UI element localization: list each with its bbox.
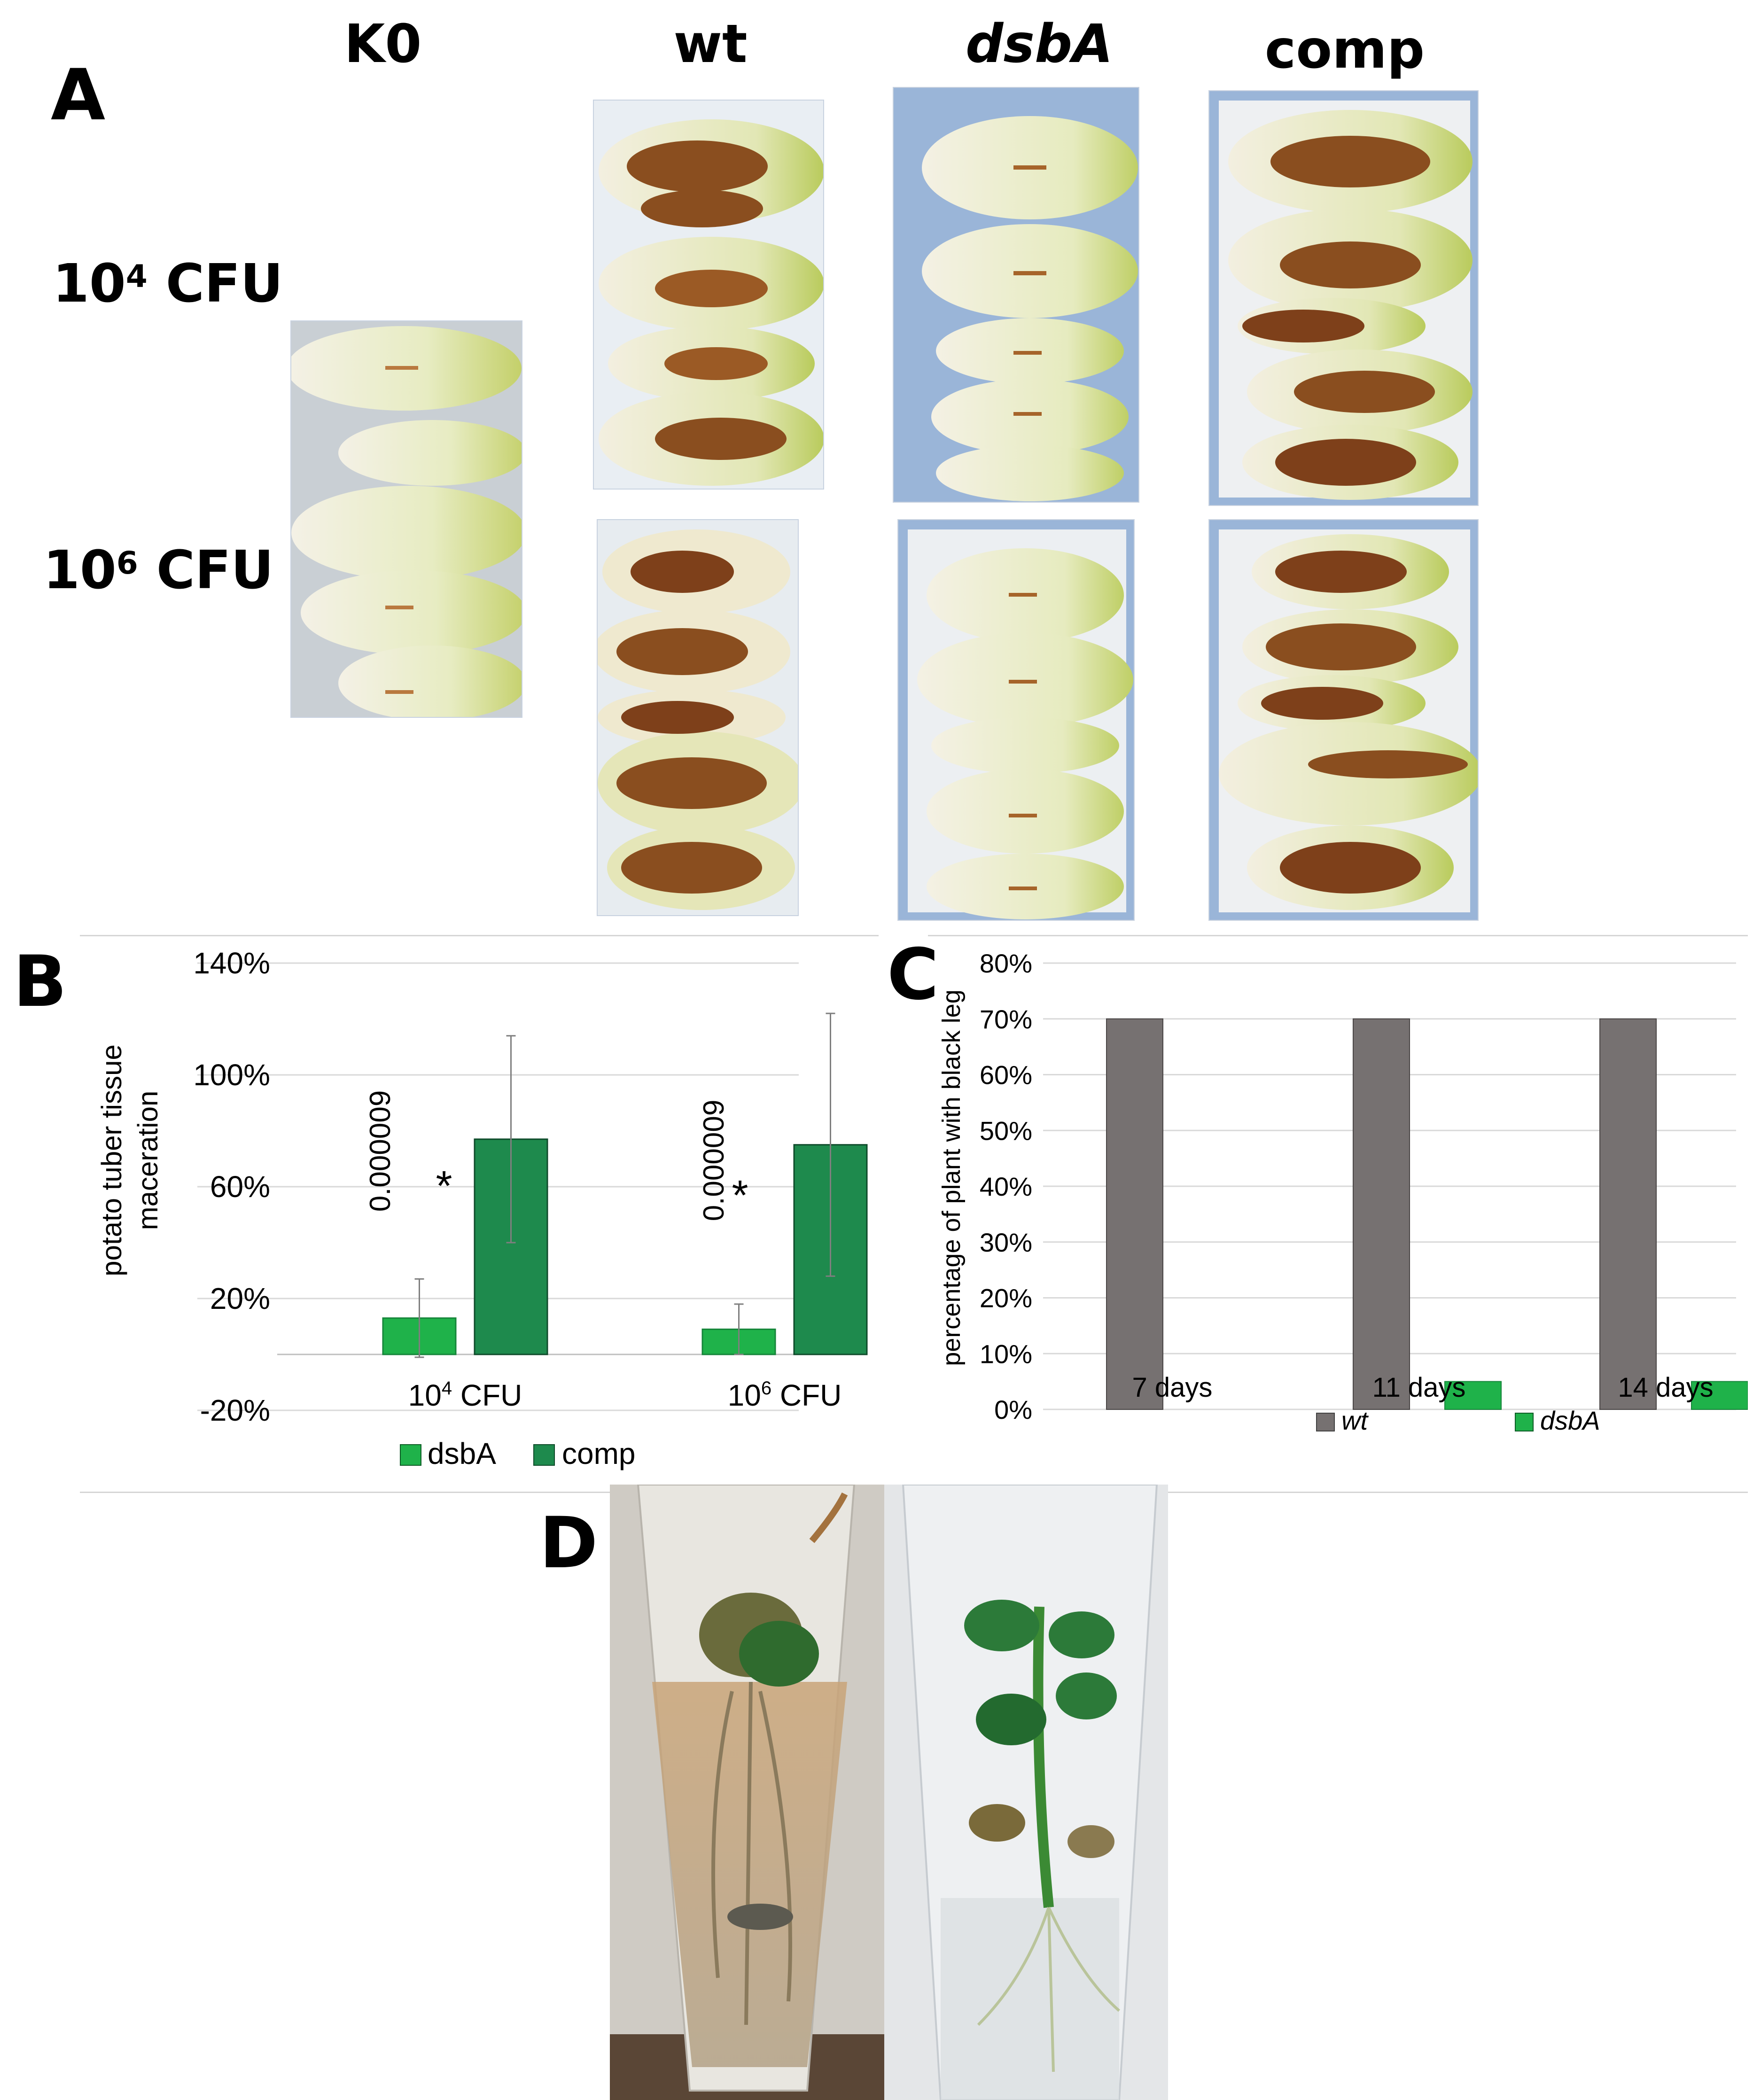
chart-c-ylabel: percentage of plant with black leg — [937, 989, 966, 1366]
chart-c-ytick: 20% — [980, 1283, 1032, 1313]
photo-healthy-plant-tube — [884, 1485, 1168, 2100]
leaves-illustration — [594, 101, 823, 489]
photo-wt-1e4 — [593, 100, 824, 490]
chart-b-ytick: 140% — [193, 946, 270, 980]
chart-c-ytick: 30% — [980, 1228, 1032, 1257]
leaves-illustration — [898, 520, 1134, 920]
chart-c-legend: wt dsbA — [1316, 1406, 1600, 1435]
leaves-illustration — [291, 321, 522, 717]
chart-c-bar-dsbA — [1444, 1381, 1502, 1410]
column-header-dsba: dsbA — [966, 14, 1113, 75]
chart-b-ylabel-line1: potato tuber tissue — [96, 1044, 127, 1276]
healthy-plant-illustration — [884, 1485, 1168, 2100]
chart-b-ytick: 100% — [193, 1058, 270, 1092]
chart-b-xtick-1e6: 106 CFU — [728, 1378, 842, 1412]
legend-label-comp: comp — [562, 1437, 636, 1470]
row-header-1e4-cfu: 104 CFU — [53, 253, 283, 314]
column-header-k0: K0 — [344, 14, 422, 75]
chart-b-pvalue: 0.000009 — [364, 1090, 397, 1212]
leaves-illustration — [598, 520, 798, 915]
chart-b-ylabel-line2: maceration — [132, 1091, 164, 1230]
panel-c-label: C — [887, 934, 939, 1016]
leaves-illustration — [1209, 520, 1478, 920]
photo-dsba-1e4 — [893, 87, 1139, 503]
legend-label-wt: wt — [1341, 1406, 1369, 1435]
chart-b-pvalue: 0.000009 — [698, 1100, 730, 1221]
chart-b-legend: dsbA comp — [400, 1437, 636, 1470]
chart-c-ytick: 50% — [980, 1116, 1032, 1145]
photo-k0-leaves — [290, 320, 522, 718]
legend-label-dsba-c: dsbA — [1540, 1406, 1600, 1435]
photo-comp-1e6 — [1208, 519, 1479, 921]
chart-c-xtick: 14 days — [1618, 1372, 1713, 1403]
chart-c-bar-wt — [1599, 1018, 1657, 1410]
chart-c-ytick: 40% — [980, 1172, 1032, 1201]
chart-b-significance-marker: * — [732, 1172, 748, 1219]
chart-c-ytick: 70% — [980, 1004, 1032, 1034]
legend-swatch-wt — [1316, 1413, 1335, 1431]
legend-swatch-dsba — [400, 1444, 421, 1466]
column-header-wt: wt — [673, 14, 748, 75]
legend-swatch-comp — [533, 1444, 555, 1466]
legend-label-dsba: dsbA — [428, 1437, 496, 1470]
chart-b-xtick-1e4: 104 CFU — [408, 1378, 522, 1412]
chart-b-ytick: 60% — [210, 1170, 270, 1204]
divider-top-b — [80, 935, 879, 936]
chart-c-xtick: 11 days — [1372, 1372, 1466, 1403]
chart-b-ytick: 20% — [210, 1282, 270, 1315]
chart-b-ytick: -20% — [200, 1393, 270, 1427]
chart-b-maceration: -20%20%60%100%140%0.000009 * 0.000009 * pot… — [96, 946, 868, 1470]
chart-c-bar-wt — [1353, 1018, 1410, 1410]
photo-infected-plant-tube — [610, 1485, 884, 2100]
leaves-illustration — [894, 88, 1138, 502]
divider-top-c — [928, 935, 1748, 936]
photo-wt-1e6 — [597, 519, 799, 916]
chart-c-xtick: 7 days — [1132, 1372, 1213, 1403]
chart-c-bar-wt — [1106, 1018, 1163, 1410]
panel-d-label: D — [539, 1502, 598, 1584]
leaves-illustration — [1209, 91, 1478, 505]
chart-c-ytick: 10% — [980, 1339, 1032, 1369]
chart-c-ytick: 0% — [994, 1395, 1032, 1424]
chart-c-ytick: 60% — [980, 1060, 1032, 1090]
chart-c-black-leg: 0% 10% 20% 30% 40% 50% 60% 70% 80% 7 days 11 days 1… — [937, 949, 1748, 1435]
chart-c-ytick: 80% — [980, 949, 1032, 978]
chart-b-significance-marker: * — [436, 1163, 452, 1210]
panel-b-label: B — [13, 941, 67, 1023]
column-header-comp: comp — [1264, 19, 1425, 80]
photo-comp-1e4 — [1208, 90, 1479, 506]
legend-swatch-dsba-c — [1515, 1413, 1534, 1431]
row-header-1e6-cfu: 106 CFU — [43, 540, 274, 601]
infected-plant-illustration — [610, 1485, 884, 2100]
photo-dsba-1e6 — [897, 519, 1135, 921]
chart-c-bar-dsbA — [1691, 1381, 1748, 1410]
panel-a-label: A — [51, 54, 106, 136]
